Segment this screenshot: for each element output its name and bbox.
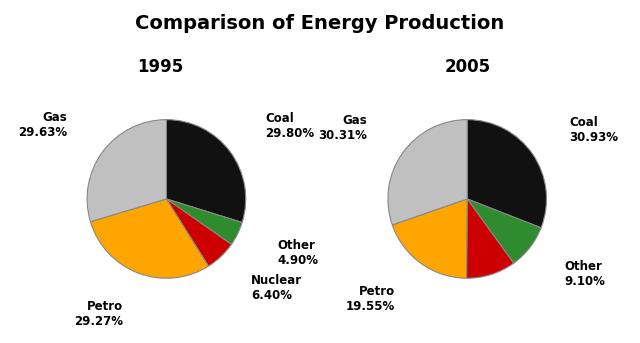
Text: Coal
29.80%: Coal 29.80% [266, 112, 315, 140]
Text: Gas
30.31%: Gas 30.31% [318, 114, 367, 142]
Text: Coal
30.93%: Coal 30.93% [569, 116, 618, 143]
Wedge shape [467, 199, 541, 263]
Wedge shape [166, 199, 232, 266]
Text: Other
9.10%: Other 9.10% [564, 260, 605, 288]
Text: 2005: 2005 [444, 58, 490, 76]
Wedge shape [467, 199, 514, 278]
Text: 1995: 1995 [137, 58, 183, 76]
Text: Petro
29.27%: Petro 29.27% [74, 300, 123, 328]
Wedge shape [166, 199, 242, 244]
Wedge shape [166, 120, 246, 223]
Wedge shape [90, 199, 209, 278]
Text: Other
4.90%: Other 4.90% [277, 239, 318, 267]
Text: Petro
19.55%: Petro 19.55% [346, 285, 396, 313]
Wedge shape [467, 120, 547, 228]
Wedge shape [87, 120, 166, 222]
Text: Nuclear
10.10%: Nuclear 10.10% [0, 342, 1, 343]
Text: Gas
29.63%: Gas 29.63% [19, 111, 68, 139]
Wedge shape [392, 199, 467, 278]
Text: Nuclear
6.40%: Nuclear 6.40% [252, 274, 302, 302]
Text: Comparison of Energy Production: Comparison of Energy Production [136, 14, 504, 33]
Wedge shape [388, 120, 467, 225]
